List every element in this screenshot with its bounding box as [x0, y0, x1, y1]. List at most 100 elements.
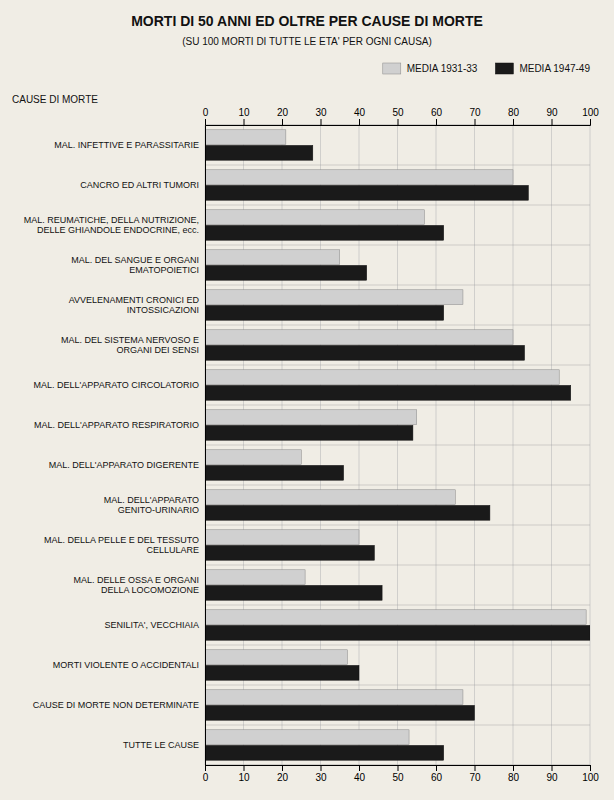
y-tick: MAL. REUMATICHE, DELLA NUTRIZIONE,DELLE … — [24, 215, 205, 235]
x-tick-label: 0 — [203, 107, 209, 118]
bar — [205, 730, 409, 745]
legend-swatch — [383, 63, 401, 74]
divider — [205, 165, 590, 166]
x-tick-label: 30 — [315, 772, 327, 783]
x-tick-mark — [359, 119, 360, 125]
x-tick: 90 — [546, 765, 558, 783]
x-tick: 70 — [469, 107, 481, 125]
x-tick-mark — [398, 119, 399, 125]
chart: 0102030405060708090100010203040506070809… — [0, 0, 614, 800]
x-tick: 90 — [546, 107, 558, 125]
y-tick: CAUSE DI MORTE NON DETERMINATE — [33, 700, 205, 710]
y-tick-label: MAL. DEL SANGUE E ORGANIEMATOPOIETICI — [71, 255, 199, 275]
bar — [205, 665, 359, 680]
bar — [205, 385, 571, 400]
x-tick: 30 — [315, 107, 327, 125]
bar — [205, 745, 444, 760]
y-tick-label-line: GENITO-URINARIO — [118, 505, 199, 515]
y-tick-label-line: CANCRO ED ALTRI TUMORI — [80, 180, 199, 190]
y-tick: TUTTE LE CAUSE — [123, 740, 205, 750]
x-tick-label: 40 — [354, 772, 366, 783]
y-tick-label-line: ORGANI DEI SENSI — [116, 345, 199, 355]
y-tick-label: MAL. DELL'APPARATO CIRCOLATORIO — [34, 380, 199, 390]
y-tick-label: MORTI VIOLENTE O ACCIDENTALI — [53, 660, 199, 670]
x-tick: 60 — [431, 765, 443, 783]
y-tick-label-line: DELLE GHIANDOLE ENDOCRINE, ecc. — [37, 225, 199, 235]
y-tick-label-line: CELLULARE — [146, 545, 199, 555]
y-tick: MAL. DELL'APPARATO DIGERENTE — [49, 460, 205, 470]
divider — [205, 205, 590, 206]
bar — [205, 425, 413, 440]
y-tick-label: MAL. DELL'APPARATO DIGERENTE — [49, 460, 199, 470]
bar — [205, 490, 455, 505]
legend-label: MEDIA 1931-33 — [407, 63, 478, 74]
bar — [205, 530, 359, 545]
bar — [205, 330, 513, 345]
subtitle: (SU 100 MORTI DI TUTTE LE ETA' PER OGNI … — [182, 36, 432, 47]
grid-line — [205, 125, 206, 765]
x-axis-line — [206, 766, 591, 772]
y-axis-title: CAUSE DI MORTE — [12, 94, 98, 105]
series — [205, 145, 590, 760]
divider — [205, 245, 590, 246]
bar — [205, 690, 463, 705]
bar — [205, 185, 528, 200]
x-tick-mark — [205, 765, 206, 771]
y-tick-label-line: MAL. DELLE OSSA E ORGANI — [73, 575, 199, 585]
y-tick-label-line: INTOSSICAZIONI — [127, 305, 199, 315]
y-tick-label: MAL. DELLE OSSA E ORGANIDELLA LOCOMOZION… — [73, 575, 199, 595]
y-tick-label: TUTTE LE CAUSE — [123, 740, 199, 750]
y-tick: MAL. DELL'APPARATOGENITO-URINARIO — [104, 495, 205, 515]
bar — [205, 250, 340, 265]
x-tick-label: 50 — [392, 107, 404, 118]
x-tick-mark — [436, 765, 437, 771]
x-tick: 20 — [277, 107, 289, 125]
x-tick: 30 — [315, 765, 327, 783]
x-tick-label: 80 — [508, 772, 520, 783]
y-tick-label-line: MAL. DELL'APPARATO — [104, 495, 199, 505]
legend: MEDIA 1931-33 MEDIA 1947-49 — [383, 63, 591, 74]
y-tick-label-line: MAL. REUMATICHE, DELLA NUTRIZIONE, — [24, 215, 199, 225]
bars — [205, 130, 590, 760]
y-tick-label-line: MAL. DELL'APPARATO RESPIRATORIO — [34, 420, 199, 430]
bar — [205, 130, 286, 145]
y-tick: MAL. DELLA PELLE E DEL TESSUTOCELLULARE — [44, 535, 205, 555]
x-tick-mark — [513, 119, 514, 125]
y-tick-label-line: MAL. DELLA PELLE E DEL TESSUTO — [44, 535, 199, 545]
y-tick: SENILITA', VECCHIAIA — [104, 620, 205, 630]
y-tick: MAL. DELL'APPARATO CIRCOLATORIO — [34, 380, 205, 390]
x-tick: 100 — [582, 765, 599, 783]
x-tick-mark — [590, 765, 591, 771]
legend-label: MEDIA 1947-49 — [519, 63, 590, 74]
bar — [205, 225, 444, 240]
bar — [205, 545, 374, 560]
bar — [205, 610, 586, 625]
x-axis-line — [206, 119, 591, 126]
bar — [205, 625, 590, 640]
y-axis: MAL. INFETTIVE E PARASSITARIE CANCRO ED A… — [24, 126, 206, 766]
title: MORTI DI 50 ANNI ED OLTRE PER CAUSE DI M… — [131, 13, 483, 29]
divider — [205, 565, 590, 566]
y-tick-label-line: MAL. DELL'APPARATO DIGERENTE — [49, 460, 199, 470]
y-tick: MAL. DEL SANGUE E ORGANIEMATOPOIETICI — [71, 255, 205, 275]
x-tick-mark — [398, 765, 399, 771]
x-tick-label: 60 — [431, 107, 443, 118]
bar — [205, 370, 559, 385]
bar — [205, 170, 513, 185]
x-tick-mark — [321, 765, 322, 771]
legend-item: MEDIA 1947-49 — [495, 63, 590, 74]
bar — [205, 305, 444, 320]
y-tick-label-line: MAL. DEL SANGUE E ORGANI — [71, 255, 199, 265]
x-tick: 0 — [203, 107, 209, 125]
x-tick-label: 20 — [277, 107, 289, 118]
y-tick-label: SENILITA', VECCHIAIA — [104, 620, 199, 630]
y-tick-label-line: MORTI VIOLENTE O ACCIDENTALI — [53, 660, 199, 670]
bar — [205, 210, 424, 225]
x-tick-label: 90 — [546, 772, 558, 783]
y-tick: MORTI VIOLENTE O ACCIDENTALI — [53, 660, 205, 670]
bar — [205, 290, 463, 305]
x-tick-label: 70 — [469, 107, 481, 118]
x-tick: 60 — [431, 107, 443, 125]
y-tick: MAL. INFETTIVE E PARASSITARIE — [54, 140, 205, 150]
x-tick-mark — [475, 119, 476, 125]
